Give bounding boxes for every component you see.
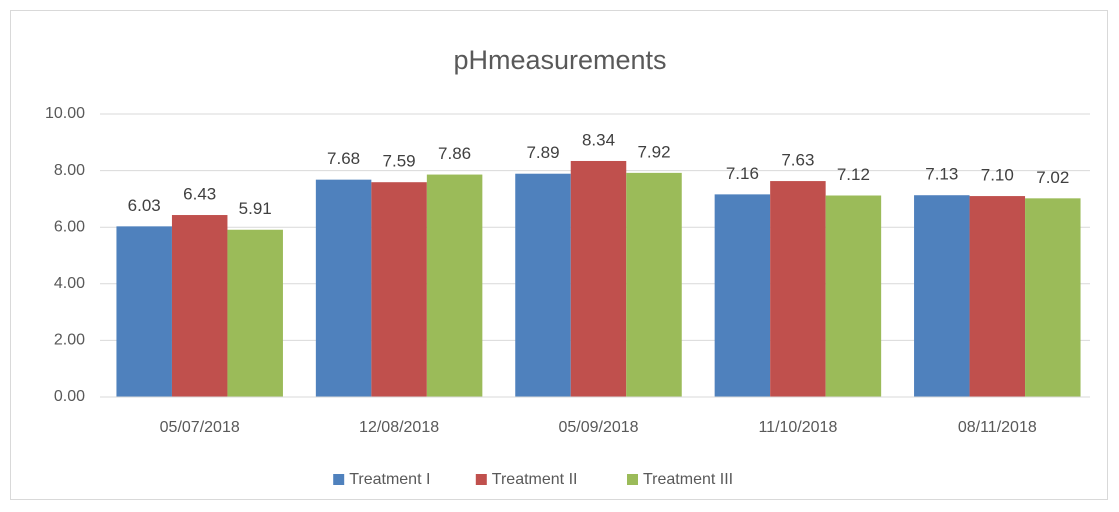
x-tick-label: 11/10/2018 (758, 419, 837, 436)
bar (969, 196, 1026, 397)
bar (770, 181, 826, 397)
bar (914, 195, 970, 397)
data-label: 7.12 (837, 165, 870, 184)
bar (626, 172, 682, 397)
legend-label: Treatment I (349, 471, 430, 488)
x-tick-label: 05/09/2018 (558, 419, 638, 436)
legend-swatch (333, 474, 345, 485)
legend-label: Treatment II (492, 471, 578, 488)
chart-title: pHmeasurements (453, 45, 666, 75)
bar (371, 182, 427, 397)
data-label: 8.34 (582, 130, 615, 149)
y-tick-label: 10.00 (45, 105, 85, 122)
y-tick-label: 8.00 (54, 162, 85, 179)
bar (426, 174, 483, 397)
y-tick-label: 4.00 (54, 275, 85, 292)
data-label: 7.89 (526, 143, 559, 162)
data-label: 7.63 (781, 151, 814, 170)
y-tick-label: 2.00 (54, 332, 85, 349)
bar (1025, 198, 1081, 397)
data-label: 7.13 (925, 165, 958, 184)
x-tick-label: 05/07/2018 (160, 419, 240, 436)
data-label: 7.16 (726, 164, 759, 183)
bar (315, 179, 372, 397)
bar (714, 194, 771, 397)
bar (171, 215, 228, 397)
y-tick-label: 6.00 (54, 218, 85, 235)
data-label: 5.91 (239, 199, 272, 218)
bar (825, 195, 882, 397)
data-label: 7.02 (1036, 168, 1069, 187)
y-tick-label: 0.00 (54, 388, 85, 405)
bar (515, 173, 571, 397)
data-label: 6.03 (128, 196, 161, 215)
data-label: 7.59 (383, 152, 416, 171)
data-label: 6.43 (183, 185, 216, 204)
data-label: 7.92 (637, 142, 670, 161)
data-label: 7.86 (438, 144, 471, 163)
bar (570, 160, 627, 397)
legend-label: Treatment III (643, 471, 733, 488)
data-label: 7.68 (327, 149, 360, 168)
x-tick-label: 12/08/2018 (359, 419, 439, 436)
bar (116, 226, 172, 397)
bar (227, 229, 283, 397)
legend-swatch (475, 474, 487, 485)
x-tick-label: 08/11/2018 (958, 419, 1037, 436)
data-label: 7.10 (981, 166, 1014, 185)
legend-swatch (627, 474, 638, 485)
